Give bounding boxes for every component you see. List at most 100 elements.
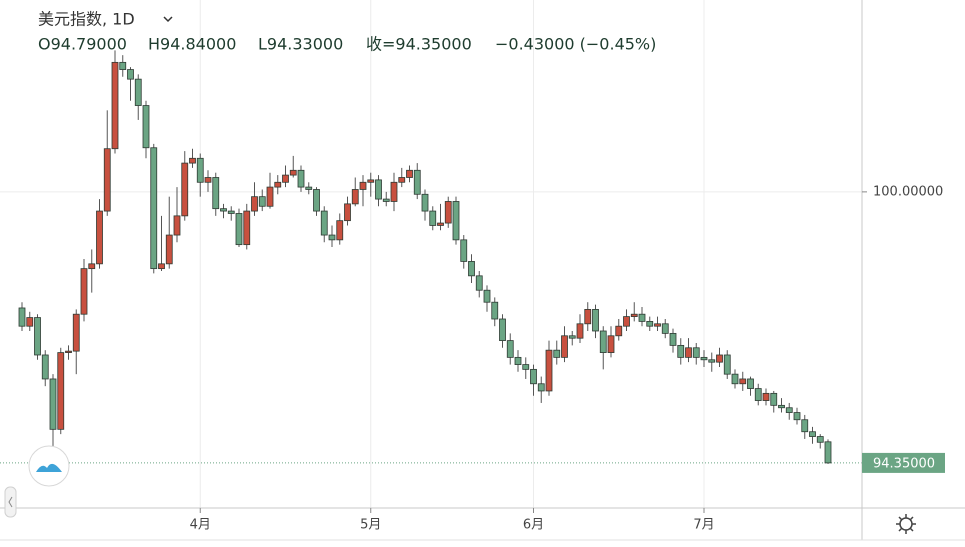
candle-body: [646, 320, 654, 327]
plot: [0, 50, 862, 464]
header-value: −0.43000 (−0.45%): [495, 35, 656, 54]
candle-body: [134, 78, 142, 106]
candle-body: [367, 179, 375, 183]
x-tick-label: 7月: [693, 518, 714, 533]
candle-body: [778, 404, 785, 409]
candle-body: [49, 378, 57, 430]
scroll-arrow: [8, 496, 13, 508]
header-values: O94.79000 H94.84000 L94.33000 收=94.35000 −0.…: [38, 35, 656, 54]
candle-body: [189, 157, 196, 164]
candle-body: [770, 392, 778, 406]
axes: 100.00000 4月 5月 6月 7月 94.35000: [190, 184, 945, 533]
candle-body: [274, 181, 282, 188]
candle-body: [429, 210, 437, 226]
candle-body: [716, 354, 723, 363]
candle-body: [475, 275, 483, 291]
candle-body: [328, 234, 336, 241]
candle-body: [336, 220, 344, 241]
candle-body: [382, 198, 390, 202]
candle-body: [654, 323, 661, 327]
candle-body: [390, 181, 398, 202]
candle-body: [289, 169, 297, 176]
candle-body: [568, 335, 576, 339]
candle-body: [816, 436, 824, 443]
candle-body: [142, 105, 150, 149]
candle-body: [801, 419, 809, 433]
header-value: H94.84000: [148, 35, 236, 54]
candle-body: [483, 289, 491, 303]
candle-body: [576, 323, 584, 339]
candle-body: [57, 352, 65, 430]
header-value: O94.79000: [38, 35, 127, 54]
chart-title: 美元指数, 1D: [38, 10, 135, 29]
candle-body: [282, 174, 289, 183]
logo-mark: [36, 463, 62, 472]
candle-body: [677, 344, 685, 358]
candle-body: [80, 268, 88, 315]
candle-body: [739, 378, 747, 385]
candle-body: [452, 201, 460, 241]
candle-body: [181, 162, 189, 217]
candle-body: [398, 177, 406, 183]
candle-body: [413, 169, 421, 195]
candle-body: [212, 177, 220, 210]
settings-button[interactable]: [896, 514, 916, 534]
candle-body: [499, 318, 506, 341]
gear-teeth: [896, 514, 916, 534]
candle-body: [669, 332, 677, 346]
candle-body: [522, 364, 530, 370]
candle-body: [785, 407, 793, 413]
candle-body: [18, 307, 26, 327]
candle-body: [460, 239, 468, 262]
candle-body: [375, 179, 382, 200]
y-tick-label: 100.00000: [873, 184, 943, 199]
candle-body: [553, 349, 561, 358]
candle-body: [158, 263, 165, 270]
title-chevron[interactable]: [163, 16, 173, 23]
candle-body: [297, 169, 305, 188]
candle-body: [747, 378, 754, 389]
candle-body: [545, 349, 553, 392]
candle-body: [235, 213, 243, 246]
scroll-button[interactable]: [4, 486, 17, 518]
candle-body: [127, 69, 134, 80]
header-value: L94.33000: [258, 35, 343, 54]
candle-body: [793, 412, 801, 421]
candle-body: [266, 186, 274, 207]
candle-body: [444, 201, 452, 224]
candle-body: [243, 210, 251, 246]
candle-body: [351, 189, 359, 205]
candle-body: [731, 373, 739, 385]
grid: [0, 0, 862, 508]
candle-body: [406, 169, 413, 178]
candle-body: [227, 210, 235, 214]
x-tick-label: 6月: [523, 518, 544, 533]
candle-body: [437, 222, 444, 226]
candle-body: [72, 313, 80, 352]
candle-body: [359, 181, 367, 190]
candle-body: [305, 186, 313, 190]
candle-body: [96, 210, 103, 265]
candle-body: [34, 317, 41, 356]
candle-body: [111, 61, 119, 150]
candle-body: [708, 359, 716, 363]
candle-body: [809, 431, 816, 437]
candle-body: [103, 148, 111, 212]
candle-body: [638, 313, 646, 322]
x-tick-label: 5月: [360, 518, 381, 533]
candle-body: [700, 356, 708, 361]
candle-body: [824, 441, 832, 464]
candle-body: [692, 347, 700, 358]
candle-body: [150, 147, 158, 270]
candle-body: [41, 354, 49, 380]
candle-body: [607, 335, 615, 353]
candle-body: [561, 335, 568, 358]
candle-body: [537, 383, 545, 392]
candle-body: [196, 157, 204, 183]
candle-body: [204, 177, 212, 183]
candle-body: [220, 208, 227, 212]
candle-body: [88, 263, 96, 270]
candle-body: [344, 203, 351, 222]
